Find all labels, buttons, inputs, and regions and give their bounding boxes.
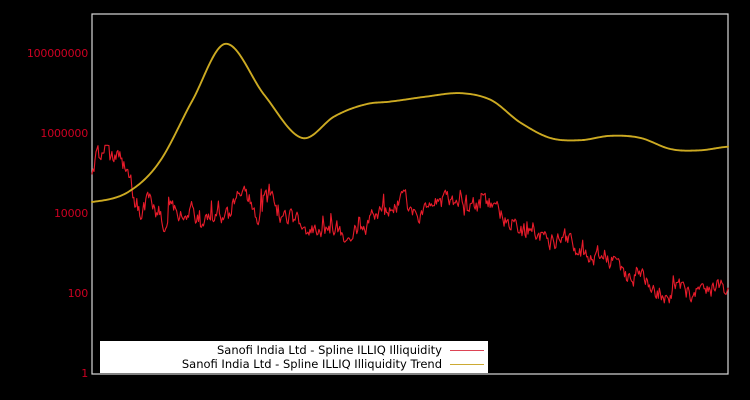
legend-swatch-illiquidity [450, 349, 484, 351]
legend-label-illiquidity-trend: Sanofi India Ltd - Spline ILLIQ Illiquid… [181, 357, 442, 371]
y-axis-tick-label: 1 [81, 367, 88, 380]
series-line-illiquidity [91, 144, 729, 304]
legend-swatch-illiquidity-trend [450, 363, 484, 365]
legend-item: Sanofi India Ltd - Spline ILLIQ Illiquid… [100, 343, 488, 357]
y-axis-tick-label: 10000 [54, 207, 88, 220]
y-axis-tick-label: 1000000 [40, 127, 88, 140]
plot-background [92, 14, 728, 374]
series-line-illiquidity-trend [91, 42, 729, 203]
y-axis-tick-label: 100 [67, 287, 89, 300]
chart-legend: Sanofi India Ltd - Spline ILLIQ Illiquid… [100, 341, 488, 373]
legend-item: Sanofi India Ltd - Spline ILLIQ Illiquid… [100, 357, 488, 371]
y-axis-tick-label: 100000000 [26, 47, 88, 60]
legend-label-illiquidity: Sanofi India Ltd - Spline ILLIQ Illiquid… [216, 343, 442, 357]
plot-axes-frame [91, 13, 729, 375]
